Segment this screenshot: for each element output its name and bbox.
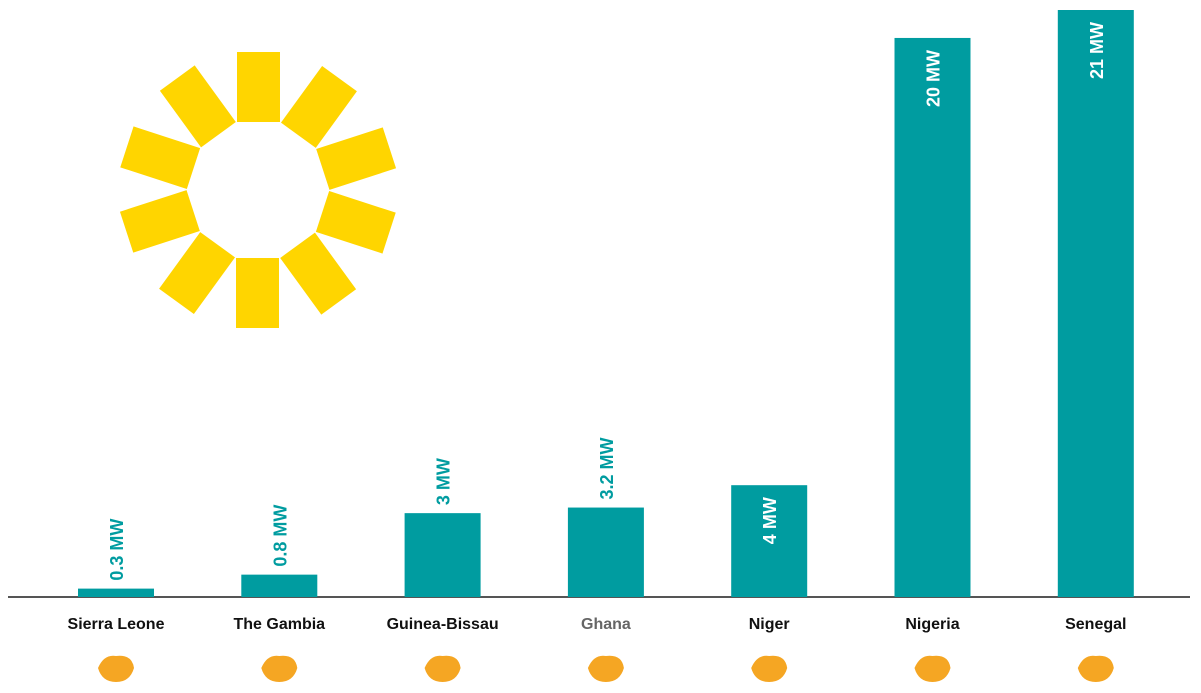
x-tick-label: The Gambia bbox=[234, 616, 326, 633]
sun-ray bbox=[159, 65, 236, 148]
value-label: 3 MW bbox=[434, 458, 454, 505]
country-map bbox=[98, 655, 134, 682]
sun-ray bbox=[280, 66, 357, 148]
sun-ray bbox=[315, 191, 396, 254]
bar bbox=[567, 507, 644, 597]
sun-ray bbox=[120, 126, 201, 189]
x-tick-label: Guinea-Bissau bbox=[387, 616, 499, 633]
bar bbox=[241, 574, 318, 597]
bar bbox=[1057, 10, 1134, 597]
country-map bbox=[424, 655, 461, 682]
country-map bbox=[1077, 655, 1114, 682]
value-label: 0.8 MW bbox=[270, 505, 290, 567]
sun-ray bbox=[159, 232, 236, 314]
x-tick-label: Niger bbox=[749, 616, 790, 633]
country-map bbox=[751, 655, 788, 682]
value-label: 3.2 MW bbox=[597, 438, 617, 500]
value-label: 4 MW bbox=[760, 497, 780, 544]
x-tick-label: Senegal bbox=[1065, 616, 1126, 633]
x-tick-label: Sierra Leone bbox=[68, 616, 165, 633]
country-map bbox=[261, 655, 298, 682]
bar bbox=[404, 513, 481, 597]
bar bbox=[894, 37, 971, 597]
sun-icon bbox=[119, 52, 397, 328]
sun-ray bbox=[119, 190, 200, 253]
country-map bbox=[914, 655, 951, 682]
sun-ray bbox=[237, 52, 280, 122]
bar bbox=[78, 588, 154, 597]
bar bbox=[731, 485, 808, 597]
value-label: 20 MW bbox=[924, 50, 944, 107]
sun-ray bbox=[316, 127, 397, 190]
sun-ray bbox=[236, 258, 279, 328]
sun-ray bbox=[280, 232, 357, 315]
x-tick-label: Ghana bbox=[581, 616, 631, 633]
value-label: 21 MW bbox=[1087, 22, 1107, 79]
country-map bbox=[587, 655, 624, 682]
value-label: 0.3 MW bbox=[107, 519, 127, 581]
x-tick-label: Nigeria bbox=[905, 616, 959, 633]
